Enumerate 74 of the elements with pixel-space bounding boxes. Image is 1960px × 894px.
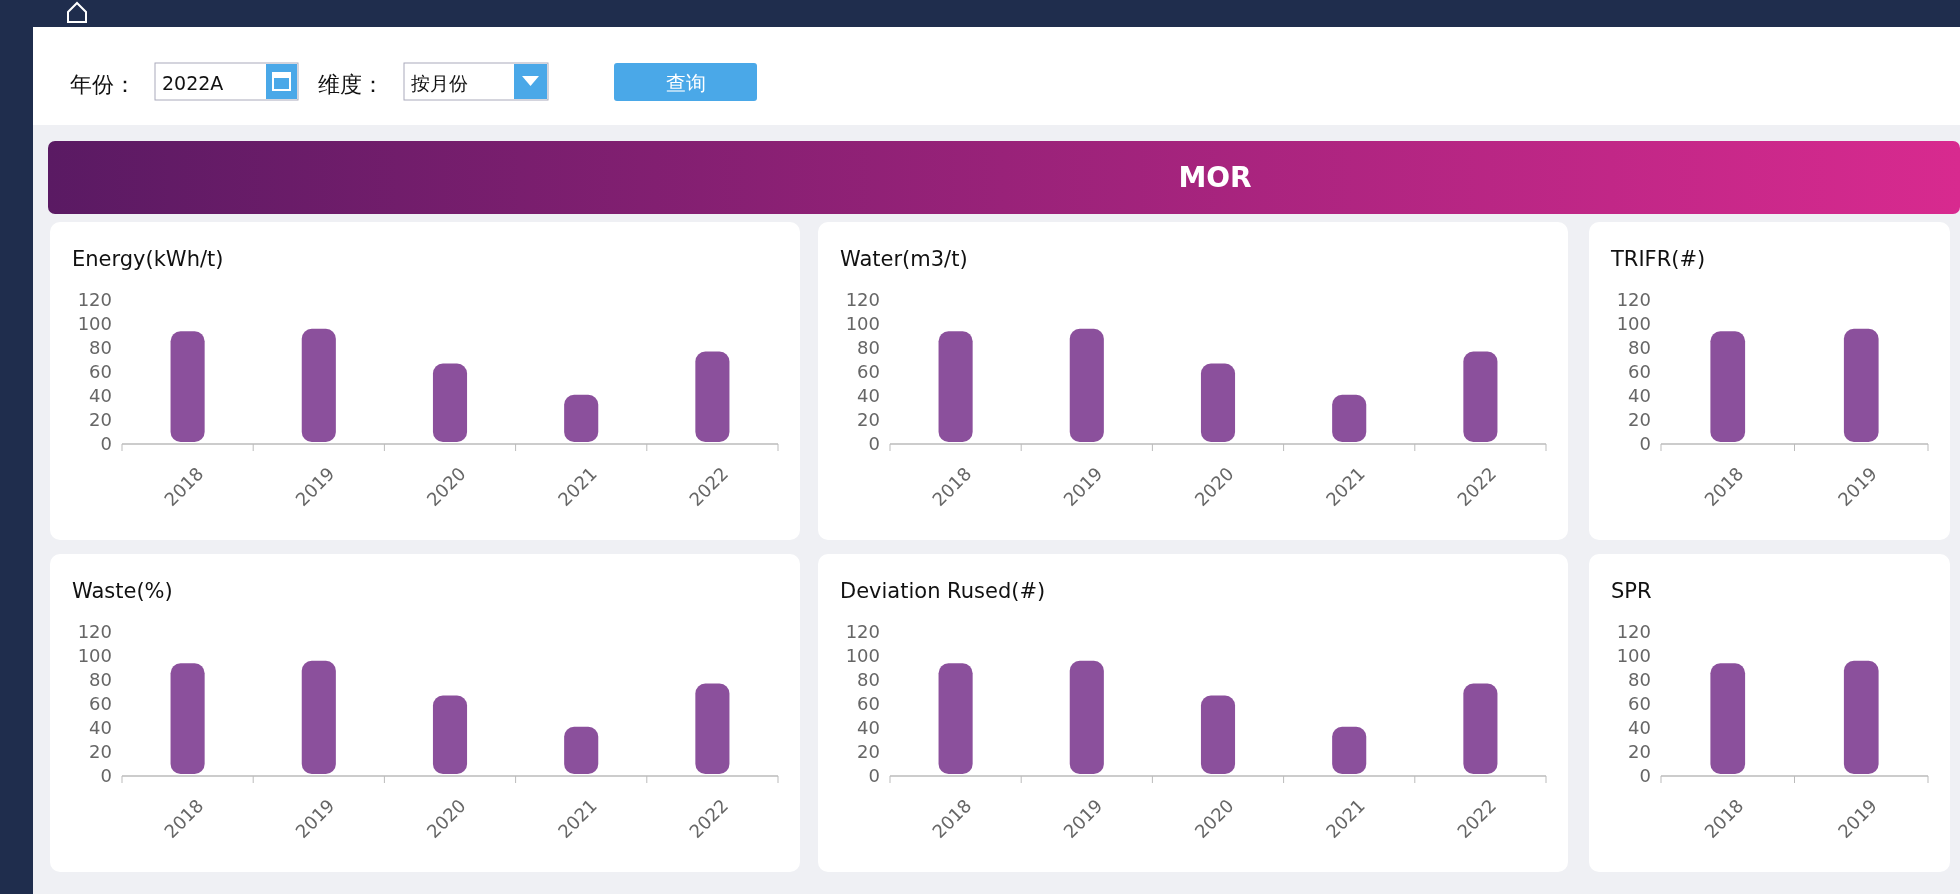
y-tick-label: 20	[89, 741, 112, 763]
y-tick-label: 0	[1639, 765, 1651, 787]
y-tick-label: 40	[89, 717, 112, 739]
chart-title: Energy(kWh/t)	[72, 247, 224, 271]
y-tick-label: 20	[857, 741, 880, 763]
bar	[301, 328, 336, 442]
y-tick-label: 0	[100, 433, 112, 455]
y-tick-label: 120	[77, 621, 112, 643]
chart-title: Waste(%)	[72, 579, 173, 603]
y-tick-label: 20	[857, 409, 880, 431]
bar	[432, 363, 468, 442]
y-tick-label: 120	[1616, 621, 1651, 643]
y-tick-label: 40	[857, 385, 880, 407]
y-tick-label: 60	[89, 361, 112, 383]
bar	[301, 660, 336, 774]
text: 维度：	[318, 72, 384, 97]
y-tick-label: 120	[1616, 289, 1651, 311]
bar	[170, 331, 205, 442]
y-tick-label: 100	[77, 645, 112, 667]
bar	[432, 695, 468, 774]
bar	[1069, 660, 1104, 774]
bar	[695, 351, 730, 442]
text: 查询	[665, 71, 706, 95]
chart-title: Water(m3/t)	[840, 247, 968, 271]
y-tick-label: 80	[89, 337, 112, 359]
bar	[1332, 394, 1367, 442]
y-tick-label: 0	[1639, 433, 1651, 455]
y-tick-label: 100	[77, 313, 112, 335]
y-tick-label: 40	[1628, 385, 1651, 407]
y-tick-label: 80	[89, 669, 112, 691]
y-tick-label: 20	[1628, 409, 1651, 431]
y-tick-label: 40	[89, 385, 112, 407]
bar	[1200, 363, 1236, 442]
y-tick-label: 100	[845, 645, 880, 667]
bar	[1332, 726, 1367, 774]
text: 年份：	[70, 72, 136, 97]
y-tick-label: 60	[1628, 693, 1651, 715]
text: 2022A	[162, 72, 224, 94]
y-tick-label: 80	[857, 337, 880, 359]
y-tick-label: 120	[845, 289, 880, 311]
y-tick-label: 100	[1616, 645, 1651, 667]
y-tick-label: 80	[1628, 337, 1651, 359]
bar	[1200, 695, 1236, 774]
y-tick-label: 120	[845, 621, 880, 643]
chart-title: TRIFR(#)	[1610, 247, 1706, 271]
y-tick-label: 0	[100, 765, 112, 787]
y-tick-label: 60	[1628, 361, 1651, 383]
chart-title: Deviation Rused(#)	[840, 579, 1046, 603]
bar	[938, 663, 973, 774]
bar	[1463, 683, 1498, 774]
y-tick-label: 100	[1616, 313, 1651, 335]
y-tick-label: 20	[89, 409, 112, 431]
chart-title: SPR	[1611, 579, 1652, 603]
y-tick-label: 60	[857, 361, 880, 383]
y-tick-label: 80	[857, 669, 880, 691]
text: 按月份	[411, 72, 468, 94]
y-tick-label: 120	[77, 289, 112, 311]
bar	[938, 331, 973, 442]
y-tick-label: 20	[1628, 741, 1651, 763]
y-tick-label: 80	[1628, 669, 1651, 691]
y-tick-label: 40	[1628, 717, 1651, 739]
y-tick-label: 60	[857, 693, 880, 715]
y-tick-label: 40	[857, 717, 880, 739]
y-tick-label: 60	[89, 693, 112, 715]
bar	[1069, 328, 1104, 442]
bar	[1463, 351, 1498, 442]
y-tick-label: 0	[868, 765, 880, 787]
y-tick-label: 100	[845, 313, 880, 335]
y-tick-label: 0	[868, 433, 880, 455]
text: MOR	[1178, 161, 1252, 194]
bar	[564, 726, 599, 774]
bar	[564, 394, 599, 442]
bar	[695, 683, 730, 774]
bar	[170, 663, 205, 774]
